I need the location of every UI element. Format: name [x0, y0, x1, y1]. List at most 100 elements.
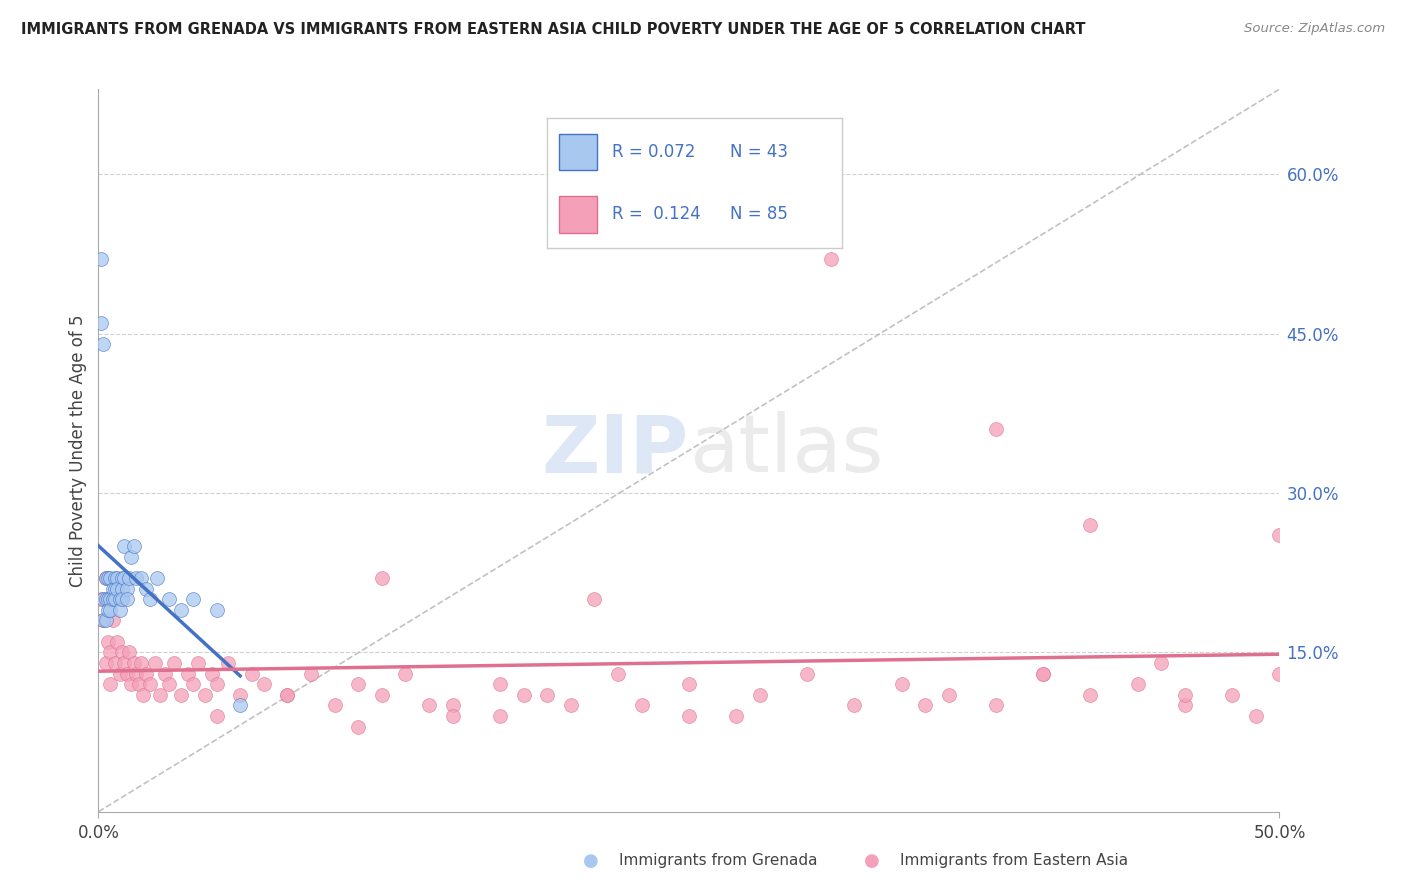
- Point: [111, 645, 134, 659]
- Text: ●: ●: [582, 852, 599, 870]
- Point: [112, 656, 135, 670]
- Point: [118, 645, 141, 659]
- Point: [94, 571, 117, 585]
- Point: [489, 677, 512, 691]
- Point: [1268, 528, 1291, 542]
- Point: [512, 688, 534, 702]
- Point: [1032, 666, 1054, 681]
- Point: [111, 571, 134, 585]
- Point: [371, 688, 394, 702]
- Point: [121, 677, 143, 691]
- Point: [91, 614, 114, 628]
- Point: [104, 582, 127, 596]
- Point: [560, 698, 582, 713]
- Point: [105, 582, 128, 596]
- Point: [984, 698, 1007, 713]
- Point: [984, 422, 1007, 436]
- Point: [187, 656, 209, 670]
- Point: [678, 709, 700, 723]
- Point: [98, 571, 121, 585]
- Point: [153, 666, 176, 681]
- Point: [105, 634, 128, 648]
- Point: [583, 592, 606, 607]
- Point: [111, 592, 134, 607]
- Point: [489, 709, 512, 723]
- Point: [1174, 688, 1197, 702]
- Point: [323, 698, 346, 713]
- Point: [94, 571, 117, 585]
- Text: ZIP: ZIP: [541, 411, 689, 490]
- Point: [122, 656, 145, 670]
- Point: [253, 677, 276, 691]
- Point: [91, 337, 114, 351]
- Point: [112, 571, 135, 585]
- Point: [108, 592, 131, 607]
- Point: [394, 666, 416, 681]
- Y-axis label: Child Poverty Under the Age of 5: Child Poverty Under the Age of 5: [69, 314, 87, 587]
- Point: [1268, 666, 1291, 681]
- Point: [149, 688, 172, 702]
- Point: [725, 709, 748, 723]
- Point: [1032, 666, 1054, 681]
- Point: [129, 656, 152, 670]
- Point: [938, 688, 960, 702]
- Point: [101, 582, 124, 596]
- Point: [111, 582, 134, 596]
- Point: [90, 252, 112, 267]
- Point: [94, 592, 117, 607]
- Point: [98, 645, 121, 659]
- Point: [1126, 677, 1149, 691]
- Point: [101, 614, 124, 628]
- Point: [90, 592, 112, 607]
- Point: [128, 677, 150, 691]
- Point: [240, 666, 263, 681]
- Text: IMMIGRANTS FROM GRENADA VS IMMIGRANTS FROM EASTERN ASIA CHILD POVERTY UNDER THE : IMMIGRANTS FROM GRENADA VS IMMIGRANTS FR…: [21, 22, 1085, 37]
- Point: [177, 666, 200, 681]
- Point: [101, 592, 124, 607]
- Point: [97, 634, 120, 648]
- Point: [125, 666, 148, 681]
- Point: [276, 688, 298, 702]
- Point: [98, 677, 121, 691]
- Point: [607, 666, 630, 681]
- Point: [205, 709, 228, 723]
- Point: [181, 592, 204, 607]
- Point: [194, 688, 217, 702]
- Point: [105, 571, 128, 585]
- Point: [104, 592, 127, 607]
- Point: [115, 666, 138, 681]
- Point: [91, 614, 114, 628]
- Text: atlas: atlas: [689, 411, 883, 490]
- Point: [111, 592, 134, 607]
- Point: [441, 698, 464, 713]
- Point: [229, 688, 252, 702]
- Point: [112, 539, 135, 553]
- Point: [94, 656, 117, 670]
- Point: [536, 688, 558, 702]
- Point: [90, 316, 112, 330]
- Point: [170, 688, 193, 702]
- Point: [146, 571, 169, 585]
- Point: [163, 656, 186, 670]
- Text: Source: ZipAtlas.com: Source: ZipAtlas.com: [1244, 22, 1385, 36]
- Point: [217, 656, 239, 670]
- Point: [115, 582, 138, 596]
- Text: Immigrants from Grenada: Immigrants from Grenada: [619, 854, 817, 868]
- Point: [299, 666, 322, 681]
- Point: [125, 571, 148, 585]
- Point: [844, 698, 866, 713]
- Point: [121, 549, 143, 564]
- Point: [205, 603, 228, 617]
- Point: [347, 677, 370, 691]
- Point: [108, 603, 131, 617]
- Point: [139, 677, 162, 691]
- Point: [135, 666, 157, 681]
- Point: [371, 571, 394, 585]
- Point: [1080, 517, 1102, 532]
- Point: [347, 720, 370, 734]
- Point: [748, 688, 770, 702]
- Point: [796, 666, 818, 681]
- Point: [132, 688, 155, 702]
- Point: [890, 677, 912, 691]
- Point: [108, 666, 131, 681]
